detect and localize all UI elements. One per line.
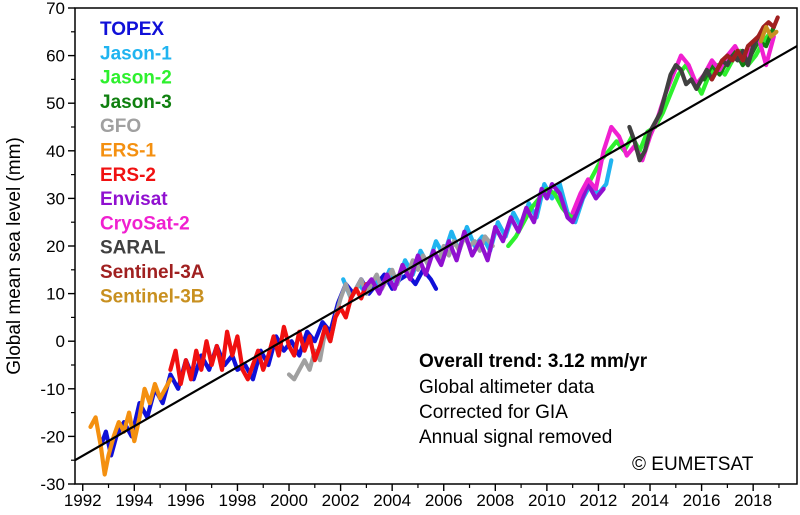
legend-entry-sentinel-3b: Sentinel-3B bbox=[100, 286, 205, 307]
y-tick-label: 40 bbox=[46, 142, 65, 161]
y-tick-label: 20 bbox=[46, 237, 65, 256]
trend-line bbox=[74, 45, 798, 462]
y-tick-label: 60 bbox=[46, 47, 65, 66]
series-line-saral bbox=[627, 29, 766, 163]
x-tick-label: 1994 bbox=[115, 491, 153, 510]
y-axis-label: Global mean sea level (mm) bbox=[4, 137, 25, 375]
annotation-box: Overall trend: 3.12 mm/yr Global altimet… bbox=[419, 351, 754, 475]
y-tick-label: -10 bbox=[40, 380, 65, 399]
legend-entry-cryosat-2: CryoSat-2 bbox=[100, 213, 190, 234]
x-tick-label: 2014 bbox=[631, 491, 669, 510]
legend-entry-topex: TOPEX bbox=[100, 19, 164, 40]
legend-entry-ers-1: ERS-1 bbox=[100, 141, 156, 162]
legend-entry-gfo: GFO bbox=[100, 116, 141, 137]
annotation-line-1: Global altimeter data bbox=[419, 377, 595, 398]
legend-entry-ers-2: ERS-2 bbox=[100, 165, 156, 186]
x-tick-label: 1998 bbox=[219, 491, 257, 510]
legend-entry-saral: SARAL bbox=[100, 238, 166, 259]
y-tick-label: -30 bbox=[40, 475, 65, 494]
series-line-sentinel-3b bbox=[758, 24, 779, 44]
copyright-text: © EUMETSAT bbox=[632, 454, 754, 475]
legend-entry-jason-1: Jason-1 bbox=[100, 43, 172, 64]
x-tick-label: 2004 bbox=[373, 491, 411, 510]
x-tick-label: 2006 bbox=[425, 491, 463, 510]
x-tick-label: 1992 bbox=[64, 491, 102, 510]
legend-entry-jason-3: Jason-3 bbox=[100, 92, 172, 113]
x-tick-label: 2008 bbox=[476, 491, 514, 510]
x-tick-label: 2002 bbox=[322, 491, 360, 510]
legend-entry-envisat: Envisat bbox=[100, 189, 168, 210]
x-tick-label: 2000 bbox=[270, 491, 308, 510]
x-tick-label: 2018 bbox=[734, 491, 772, 510]
series-line-gfo bbox=[286, 234, 495, 382]
y-axis: -30 -20 -10 0 10 20 30 40 50 60 70 bbox=[40, 0, 75, 494]
x-tick-label: 2016 bbox=[683, 491, 721, 510]
series-line-jason-2 bbox=[506, 29, 774, 249]
annotation-line-2: Corrected for GIA bbox=[419, 402, 568, 423]
series-line-ers-1 bbox=[88, 377, 173, 477]
y-tick-label: -20 bbox=[40, 427, 65, 446]
x-tick-label: 2010 bbox=[528, 491, 566, 510]
x-axis: 1992 1994 1996 1998 2000 2002 2004 2006 2008 2010… bbox=[64, 484, 780, 510]
series-layer bbox=[88, 15, 780, 477]
x-tick-label: 1996 bbox=[167, 491, 205, 510]
y-tick-label: 0 bbox=[56, 332, 65, 351]
legend: TOPEX Jason-1 Jason-2 Jason-3 GFO ERS-1 ERS-2 E… bbox=[100, 19, 205, 307]
annotation-line-3: Annual signal removed bbox=[419, 427, 612, 448]
y-tick-label: 70 bbox=[46, 0, 65, 18]
series-line-sentinel-3a bbox=[709, 15, 780, 82]
legend-entry-sentinel-3a: Sentinel-3A bbox=[100, 262, 205, 283]
y-tick-label: 10 bbox=[46, 285, 65, 304]
y-tick-label: 50 bbox=[46, 94, 65, 113]
series-line-ers-2 bbox=[168, 282, 369, 387]
legend-entry-jason-2: Jason-2 bbox=[100, 68, 172, 89]
x-tick-label: 2012 bbox=[580, 491, 618, 510]
y-tick-label: 30 bbox=[46, 189, 65, 208]
annotation-title: Overall trend: 3.12 mm/yr bbox=[419, 351, 648, 372]
